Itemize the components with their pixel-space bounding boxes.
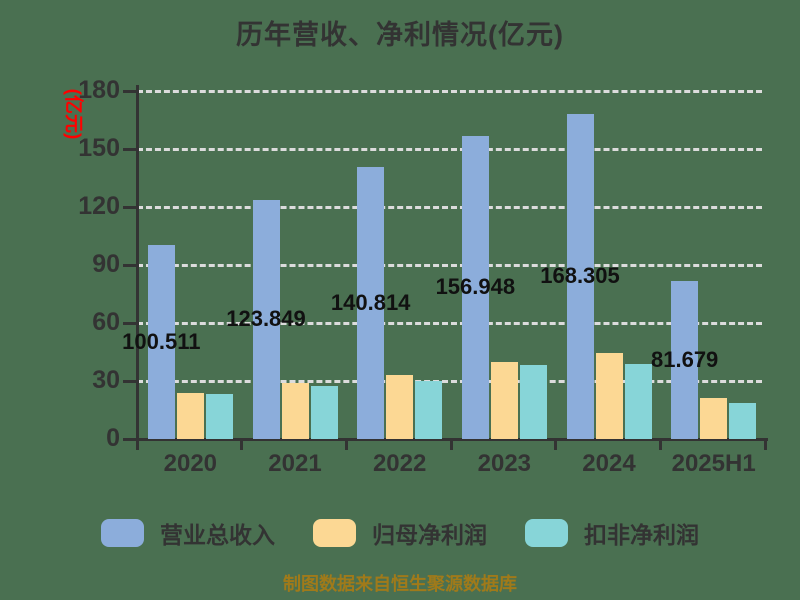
y-tick-label-30: 30 (92, 366, 120, 394)
legend-label-营业总收入: 营业总收入 (160, 522, 275, 548)
value-label-2020: 100.511 (122, 328, 201, 354)
legend-swatch-扣非净利润 (525, 519, 568, 547)
x-axis-tick-4 (658, 439, 662, 450)
bar-扣非净利润-2025H1[interactable] (729, 402, 757, 439)
y-axis-tick-120 (123, 205, 137, 209)
x-axis-tick-3 (554, 439, 558, 450)
x-tick-label-2024: 2024 (582, 450, 636, 477)
value-label-2025H1: 81.679 (651, 347, 719, 373)
y-tick-label-150: 150 (78, 134, 120, 162)
y-tick-label-180: 180 (78, 76, 120, 104)
y-tick-label-120: 120 (78, 192, 120, 220)
y-axis-tick-0 (123, 437, 137, 441)
legend-swatch-归母净利润 (313, 519, 356, 547)
bar-归母净利润-2020[interactable] (176, 393, 204, 439)
legend-swatch-营业总收入 (101, 519, 144, 547)
x-tick-label-2023: 2023 (477, 450, 532, 477)
bar-扣非净利润-2022[interactable] (415, 380, 443, 439)
bar-扣非净利润-2020[interactable] (205, 394, 233, 439)
y-axis-tick-90 (123, 263, 137, 267)
legend-item-营业总收入[interactable]: 营业总收入 (101, 516, 275, 550)
bar-营业总收入-2024[interactable] (566, 113, 594, 439)
y-tick-label-60: 60 (92, 308, 120, 336)
legend-label-扣非净利润: 扣非净利润 (584, 522, 699, 548)
bar-营业总收入-2025H1[interactable] (671, 281, 699, 439)
bar-扣非净利润-2021[interactable] (310, 385, 338, 439)
y-axis-tick-180 (123, 89, 137, 93)
x-tick-label-2025H1: 2025H1 (671, 450, 756, 477)
x-axis-tick-2 (449, 439, 453, 450)
x-axis-tick-start (135, 439, 139, 450)
value-label-2023: 156.948 (435, 274, 516, 300)
x-tick-label-2020: 2020 (163, 450, 218, 477)
legend: 营业总收入 归母净利润 扣非净利润 (0, 516, 800, 550)
x-axis-tick-1 (344, 439, 348, 450)
y-axis-line (135, 85, 139, 442)
bar-营业总收入-2022[interactable] (357, 166, 385, 439)
bar-营业总收入-2021[interactable] (252, 199, 280, 439)
bar-营业总收入-2020[interactable] (147, 244, 175, 439)
x-axis-tick-0 (240, 439, 244, 450)
gridline-90 (137, 263, 762, 267)
value-label-2024: 168.305 (540, 263, 620, 289)
bar-归母净利润-2025H1[interactable] (700, 397, 728, 439)
bar-归母净利润-2023[interactable] (490, 361, 518, 439)
chart-title: 历年营收、净利情况(亿元) (236, 20, 564, 50)
x-tick-label-2021: 2021 (268, 450, 322, 477)
x-tick-label-2022: 2022 (372, 450, 427, 477)
y-axis-tick-60 (123, 321, 137, 325)
legend-label-归母净利润: 归母净利润 (372, 522, 487, 548)
bar-归母净利润-2021[interactable] (281, 383, 309, 439)
y-axis-tick-150 (123, 147, 137, 151)
gridline-60 (137, 321, 762, 325)
x-axis-tick-5 (763, 439, 767, 450)
bar-归母净利润-2022[interactable] (386, 375, 414, 439)
bar-扣非净利润-2023[interactable] (519, 364, 547, 439)
data-source-note: 制图数据来自恒生聚源数据库 (283, 574, 517, 594)
y-axis-tick-30 (123, 379, 137, 383)
legend-item-扣非净利润[interactable]: 扣非净利润 (525, 516, 699, 550)
bar-扣非净利润-2024[interactable] (624, 364, 652, 439)
value-label-2022: 140.814 (330, 289, 411, 315)
legend-item-归母净利润[interactable]: 归母净利润 (313, 516, 487, 550)
bar-归母净利润-2024[interactable] (595, 353, 623, 439)
value-label-2021: 123.849 (226, 306, 306, 332)
y-tick-label-0: 0 (106, 424, 120, 452)
gridline-30 (137, 379, 762, 383)
bar-营业总收入-2023[interactable] (461, 135, 489, 439)
y-tick-label-90: 90 (92, 250, 120, 278)
gridline-180 (137, 89, 762, 93)
gridline-120 (137, 205, 762, 209)
gridline-150 (137, 147, 762, 151)
